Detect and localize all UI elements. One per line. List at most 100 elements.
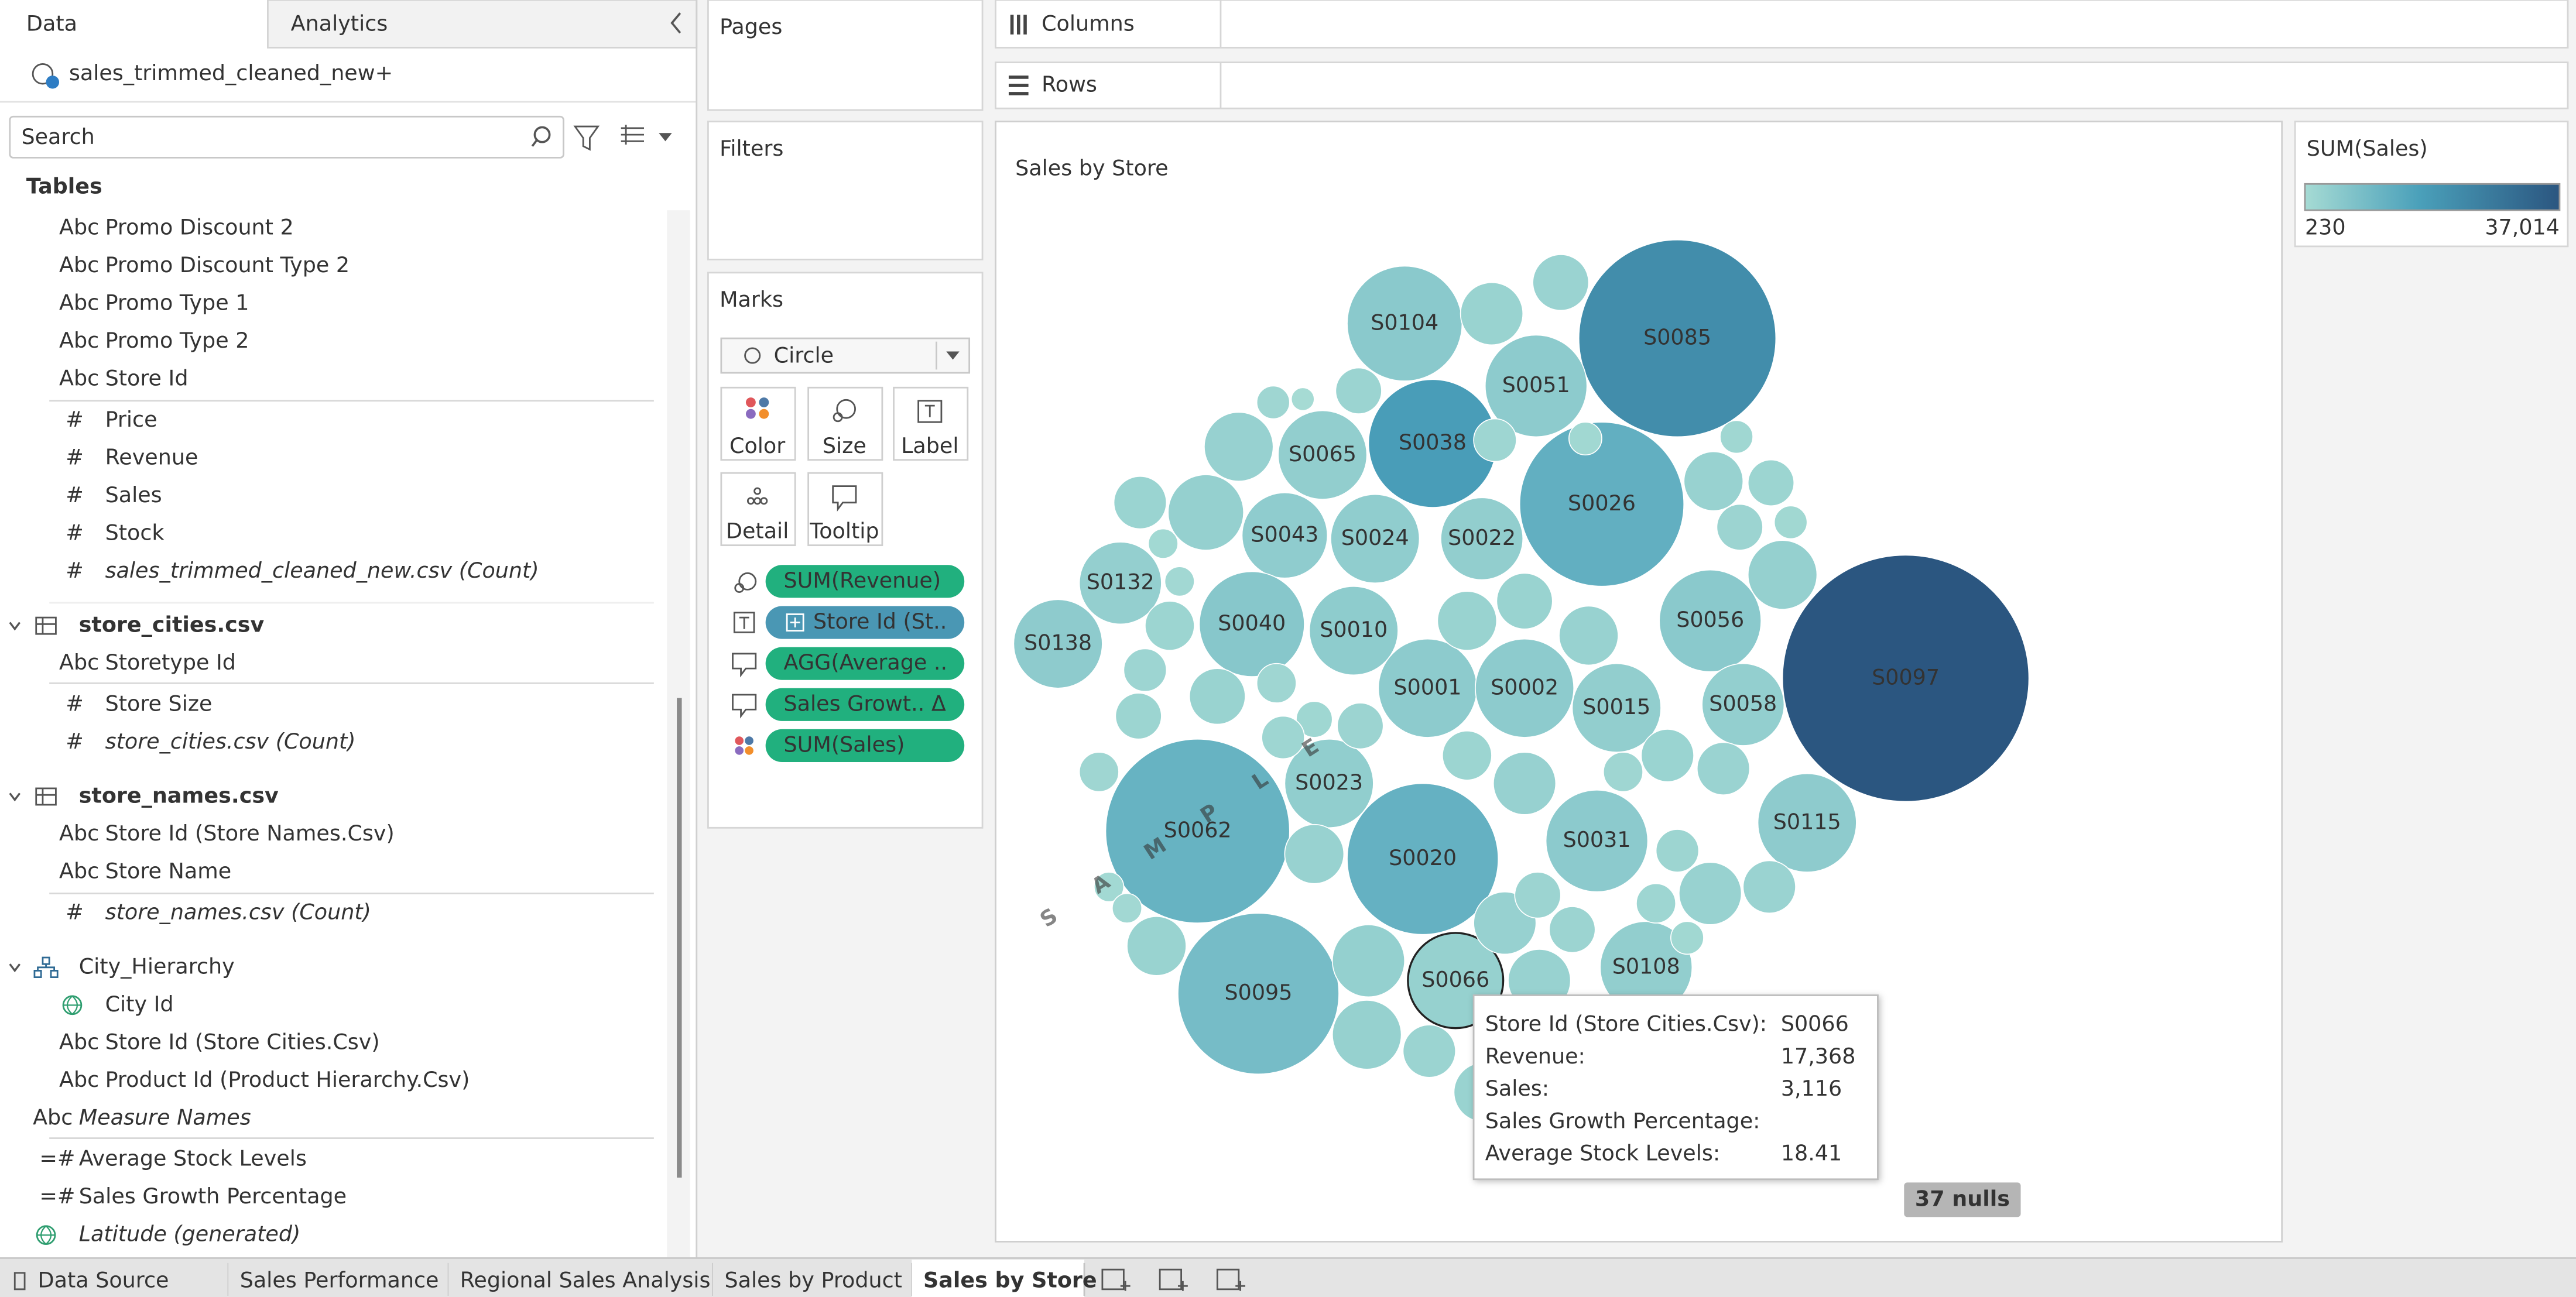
field-name[interactable]: Promo Type 1 xyxy=(105,290,249,315)
sheet-tab[interactable] xyxy=(912,1260,1085,1297)
sheet-tab-label[interactable]: Regional Sales Analysis xyxy=(460,1267,711,1292)
field-name[interactable]: store_cities.csv xyxy=(79,612,265,637)
store-bubble[interactable] xyxy=(1123,648,1167,692)
field-name[interactable]: Store Id xyxy=(105,366,189,391)
store-bubble[interactable] xyxy=(1284,738,1374,829)
store-bubble[interactable] xyxy=(1492,752,1557,815)
store-bubble[interactable] xyxy=(1335,367,1382,414)
sheet-tab[interactable] xyxy=(712,1260,912,1297)
store-bubble[interactable] xyxy=(1655,829,1700,873)
expand-chevron[interactable] xyxy=(9,963,21,973)
field-name[interactable]: store_cities.csv (Count) xyxy=(105,729,356,754)
analytics-tab[interactable] xyxy=(266,0,698,49)
store-bubble[interactable] xyxy=(1558,605,1619,666)
mark-button-label[interactable]: Detail xyxy=(726,519,789,544)
field-name[interactable]: Storetype Id xyxy=(105,650,236,675)
store-bubble[interactable] xyxy=(1747,540,1818,610)
store-bubble[interactable] xyxy=(1177,912,1340,1075)
store-bubble[interactable] xyxy=(1402,1024,1457,1078)
store-bubble[interactable] xyxy=(1167,474,1245,551)
search-box[interactable] xyxy=(9,115,564,159)
store-bubble[interactable] xyxy=(1670,921,1704,955)
store-bubble[interactable] xyxy=(1683,451,1744,512)
nulls-label[interactable]: 37 nulls xyxy=(1915,1186,2010,1211)
field-name[interactable]: Stock xyxy=(105,520,165,545)
store-bubble[interactable] xyxy=(1204,411,1274,482)
store-bubble[interactable] xyxy=(1188,668,1246,725)
store-bubble[interactable] xyxy=(1330,493,1420,584)
store-bubble[interactable] xyxy=(1111,893,1143,924)
field-name[interactable]: Store Id (Store Cities.Csv) xyxy=(105,1029,380,1054)
field-name[interactable]: Store Id (Store Names.Csv) xyxy=(105,821,395,846)
store-bubble[interactable] xyxy=(1719,420,1753,454)
store-bubble[interactable] xyxy=(1742,860,1796,914)
store-bubble[interactable] xyxy=(1545,789,1649,893)
sheet-tab-label[interactable]: Data Source xyxy=(38,1267,169,1292)
store-bubble[interactable] xyxy=(1678,862,1742,925)
new-story-icon[interactable] xyxy=(1216,1268,1240,1291)
view-icon[interactable] xyxy=(621,125,644,145)
store-bubble[interactable] xyxy=(1484,334,1588,438)
field-pill[interactable] xyxy=(765,565,965,598)
pill-label[interactable]: SUM(Revenue) xyxy=(784,568,941,593)
store-bubble[interactable] xyxy=(1460,282,1524,346)
mark-button[interactable] xyxy=(893,386,969,461)
pill-label[interactable]: AGG(Average .. xyxy=(784,650,948,675)
sheet-tab-label[interactable]: Sales by Product xyxy=(725,1267,902,1292)
store-bubble[interactable] xyxy=(1147,528,1179,559)
nulls-indicator[interactable] xyxy=(1904,1182,2021,1217)
field-name[interactable]: Store Name xyxy=(105,859,232,884)
store-bubble[interactable] xyxy=(1241,492,1328,579)
field-name[interactable]: Promo Discount Type 2 xyxy=(105,252,350,277)
mark-button[interactable] xyxy=(807,472,883,547)
store-bubble[interactable] xyxy=(1640,729,1694,783)
store-bubble[interactable] xyxy=(1578,239,1777,438)
store-bubble[interactable] xyxy=(1716,503,1763,551)
field-name[interactable]: Revenue xyxy=(105,444,198,469)
store-bubble[interactable] xyxy=(1331,1000,1402,1070)
store-bubble[interactable] xyxy=(1701,663,1785,746)
data-tab[interactable]: Data xyxy=(26,11,77,36)
view-arrow[interactable] xyxy=(659,133,672,142)
field-pill[interactable] xyxy=(765,647,965,680)
pill-label[interactable]: SUM(Sales) xyxy=(784,732,905,757)
sheet-tab-label[interactable]: Sales by Store xyxy=(923,1267,1097,1292)
store-bubble[interactable] xyxy=(1290,387,1315,411)
store-bubble[interactable] xyxy=(1261,715,1305,760)
store-bubble[interactable] xyxy=(1568,421,1602,456)
filter-icon[interactable] xyxy=(573,125,600,151)
pill-label[interactable]: Store Id (St.. xyxy=(813,609,947,634)
field-name[interactable]: City_Hierarchy xyxy=(79,953,235,979)
field-name[interactable]: Sales xyxy=(105,482,162,507)
store-bubble[interactable] xyxy=(1256,385,1290,420)
field-name[interactable]: Promo Discount 2 xyxy=(105,215,294,240)
sheet-tab[interactable] xyxy=(228,1260,449,1297)
field-name[interactable]: City Id xyxy=(105,991,174,1017)
field-name[interactable]: Sales Growth Percentage xyxy=(79,1183,347,1209)
analytics-tab-label[interactable]: Analytics xyxy=(291,11,388,36)
field-pill[interactable] xyxy=(765,606,965,639)
store-bubble[interactable] xyxy=(1636,883,1677,924)
store-bubble[interactable] xyxy=(1331,924,1406,998)
store-bubble[interactable] xyxy=(1094,871,1125,903)
store-bubble[interactable] xyxy=(1571,663,1662,753)
store-bubble[interactable] xyxy=(1441,730,1492,781)
store-bubble[interactable] xyxy=(1308,585,1399,676)
mark-button-label[interactable]: Tooltip xyxy=(809,519,879,544)
sheet-tab-label[interactable]: Sales Performance xyxy=(240,1267,439,1292)
collapse-arrow[interactable] xyxy=(670,12,681,34)
mark-button[interactable] xyxy=(720,386,796,461)
pill-label[interactable]: Sales Growt.. Δ xyxy=(784,691,946,716)
store-bubble[interactable] xyxy=(1337,702,1384,750)
mark-button[interactable] xyxy=(720,472,796,547)
store-bubble[interactable] xyxy=(1514,871,1561,919)
mark-button-label[interactable]: Label xyxy=(901,433,958,458)
field-name[interactable]: Price xyxy=(105,407,157,432)
store-bubble[interactable] xyxy=(1113,475,1167,530)
field-pill[interactable] xyxy=(765,729,965,763)
field-name[interactable]: Latitude (generated) xyxy=(79,1221,301,1247)
store-bubble[interactable] xyxy=(1105,738,1290,924)
store-bubble[interactable] xyxy=(1475,638,1575,738)
field-name[interactable]: Average Stock Levels xyxy=(79,1146,307,1171)
store-bubble[interactable] xyxy=(1696,742,1751,796)
